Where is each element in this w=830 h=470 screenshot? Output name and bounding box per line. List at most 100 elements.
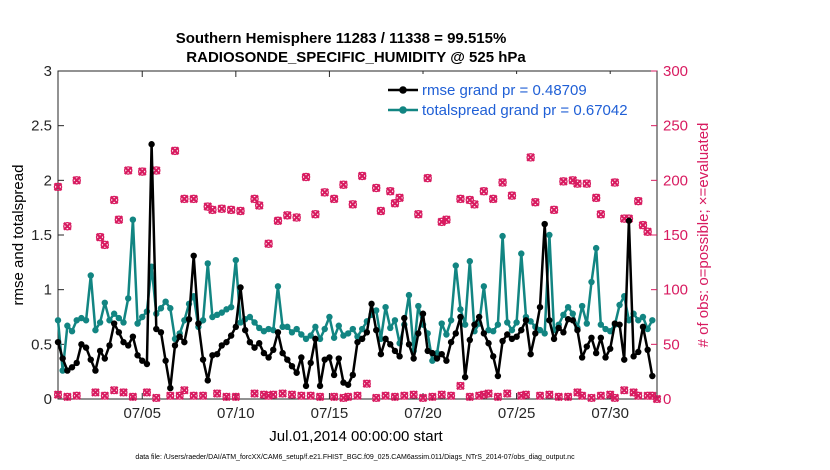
rmse-point	[382, 335, 389, 343]
totalspread-point	[358, 325, 366, 333]
obs-evaluated-high-marker	[311, 209, 320, 219]
rmse-point	[181, 338, 188, 346]
totalspread-point	[321, 325, 328, 333]
totalspread-point	[251, 319, 258, 326]
obs-evaluated-high-marker	[531, 197, 540, 207]
obs-evaluated-high-marker	[456, 194, 465, 204]
obs-possible-low-marker	[578, 391, 587, 400]
rmse-point	[578, 354, 586, 361]
rmse-point	[635, 348, 642, 356]
rmse-point	[251, 344, 258, 351]
obs-evaluated-marker	[329, 392, 339, 402]
obs-evaluated-high-marker	[470, 200, 479, 209]
obs-possible-marker	[339, 180, 348, 189]
totalspread-point	[564, 303, 572, 311]
obs-evaluated-marker	[343, 392, 353, 402]
obs-evaluated-marker	[297, 391, 306, 400]
obs-possible-low-marker	[362, 379, 371, 388]
totalspread-point	[461, 321, 469, 328]
obs-possible-marker	[531, 197, 540, 207]
obs-evaluated-high-marker	[498, 178, 507, 187]
obs-evaluated-marker	[91, 388, 100, 397]
totalspread-point	[592, 244, 600, 252]
y-tick-label: 0.5	[31, 336, 52, 353]
rmse-point	[504, 331, 511, 338]
x-tick-label: 07/15	[311, 405, 349, 422]
rmse-point	[639, 323, 647, 331]
obs-possible-low-marker	[189, 391, 198, 400]
totalspread-point	[639, 313, 647, 321]
rmse-point	[167, 384, 174, 392]
obs-possible-marker	[217, 204, 227, 214]
rmse-point	[68, 364, 76, 371]
rmse-point	[78, 341, 85, 348]
totalspread-point	[560, 311, 567, 319]
obs-evaluated-high-marker	[63, 221, 72, 231]
y-right-tick-label: 200	[663, 172, 688, 189]
obs-evaluated-high-marker	[137, 167, 147, 176]
rmse-point	[302, 382, 310, 390]
rmse-point	[349, 371, 357, 379]
rmse-point	[256, 340, 263, 347]
obs-evaluated-marker	[306, 391, 315, 400]
rmse-point	[588, 334, 595, 341]
rmse-point	[419, 310, 427, 317]
obs-evaluated-high-marker	[254, 201, 264, 210]
legend: rmse grand pr = 0.48709 totalspread gran…	[383, 74, 653, 122]
rmse-point	[227, 332, 235, 339]
totalspread-point	[298, 331, 305, 338]
obs-possible-low-marker	[535, 391, 545, 400]
obs-possible-marker	[582, 179, 592, 188]
obs-evaluated-marker	[437, 390, 447, 399]
obs-possible-low-marker	[166, 391, 175, 400]
y-axis-right-label: # of obs: o=possible; ×=evaluated	[695, 123, 712, 348]
obs-possible-marker	[301, 172, 311, 182]
obs-evaluated-high-marker	[634, 196, 643, 206]
rmse-point	[607, 345, 614, 352]
rmse-point	[279, 349, 286, 357]
obs-evaluated-marker	[268, 390, 278, 399]
totalspread-point	[452, 262, 459, 269]
obs-possible-marker	[109, 195, 119, 205]
totalspread-point	[569, 310, 576, 317]
obs-evaluated-high-marker	[123, 166, 133, 175]
obs-evaluated-high-marker	[250, 194, 259, 204]
totalspread-point	[415, 302, 422, 310]
obs-evaluated-marker	[484, 389, 493, 398]
rmse-point	[274, 329, 282, 336]
totalspread-point	[157, 305, 165, 312]
totalspread-point	[106, 317, 113, 324]
totalspread-point	[101, 299, 108, 306]
rmse-point	[157, 329, 165, 336]
rmse-point	[218, 342, 225, 349]
rmse-point	[401, 314, 408, 322]
rmse-point	[326, 354, 333, 361]
obs-evaluated-high-marker	[423, 173, 432, 183]
obs-evaluated-high-marker	[385, 186, 395, 196]
rmse-point	[358, 335, 366, 343]
totalspread-point	[59, 367, 66, 374]
obs-possible-marker	[311, 209, 320, 219]
totalspread-point	[391, 317, 399, 324]
obs-evaluated-high-marker	[442, 215, 451, 224]
rmse-point	[630, 353, 637, 360]
obs-evaluated-marker	[381, 391, 390, 400]
obs-evaluated-high-marker	[526, 153, 535, 162]
obs-evaluated-high-marker	[479, 186, 489, 196]
obs-possible-marker	[208, 205, 217, 215]
obs-evaluated-marker	[166, 391, 175, 400]
obs-evaluated-marker	[180, 385, 189, 395]
totalspread-point	[199, 317, 207, 324]
obs-possible-marker	[596, 209, 606, 219]
obs-possible-low-marker	[119, 388, 128, 397]
obs-possible-marker	[283, 211, 292, 220]
obs-possible-marker	[479, 187, 489, 196]
obs-possible-marker	[357, 171, 367, 181]
rmse-point	[246, 338, 254, 346]
legend-rmse-label: rmse grand pr = 0.48709	[422, 82, 587, 99]
obs-possible-low-marker	[484, 389, 493, 398]
totalspread-point	[494, 321, 502, 328]
totalspread-point	[232, 256, 240, 264]
rmse-point	[73, 359, 80, 367]
obs-evaluated-high-marker	[376, 206, 386, 216]
